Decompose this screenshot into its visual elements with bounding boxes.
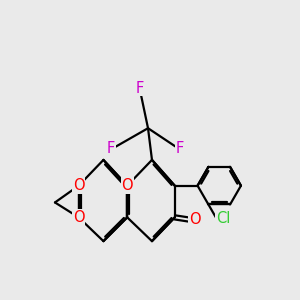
Text: F: F [136, 81, 144, 96]
Text: O: O [189, 212, 200, 227]
Text: F: F [176, 140, 184, 155]
Text: O: O [73, 178, 85, 193]
Text: Cl: Cl [216, 211, 230, 226]
Text: O: O [73, 210, 85, 225]
Text: O: O [122, 178, 133, 193]
Text: F: F [107, 140, 115, 155]
